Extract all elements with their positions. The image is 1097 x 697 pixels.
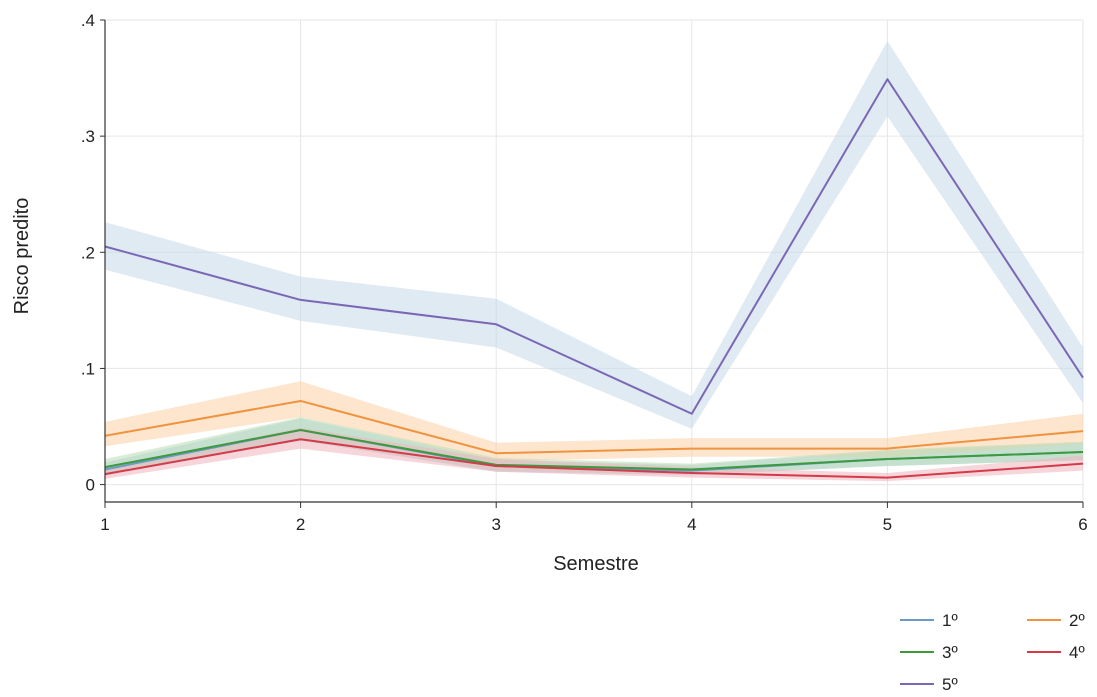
y-axis-title: Risco predito [11,198,33,315]
series-lines [104,78,1084,479]
y-tick-label: .1 [81,359,95,378]
y-tick-label: .4 [81,11,95,30]
y-tick-label: .3 [81,127,95,146]
x-tick-label: 5 [883,515,892,534]
confidence-band-series-3 [105,417,1083,475]
legend-label-2: 2º [1069,611,1085,630]
series-line-4 [104,438,1084,479]
axes: 0 .1 .2 .3 .4 1 2 3 4 5 6 [81,11,1088,534]
legend-label-5: 5º [942,675,958,694]
legend-label-3: 3º [942,643,958,662]
y-tick-label: 0 [86,476,95,495]
x-tick-label: 1 [100,515,109,534]
legend: 1º 2º 3º 4º 5º [900,611,1085,694]
series-line-2 [104,399,1084,455]
y-tick-label: .2 [81,243,95,262]
series-line-3 [104,428,1084,471]
x-tick-label: 2 [296,515,305,534]
x-tick-label: 4 [687,515,696,534]
legend-label-1: 1º [942,611,958,630]
x-axis-title: Semestre [553,553,639,575]
legend-label-4: 4º [1069,643,1085,662]
x-tick-label: 6 [1078,515,1087,534]
series-line-5 [104,78,1084,415]
confidence-band-series-2 [105,381,1083,462]
x-tick-label: 3 [491,515,500,534]
confidence-band-series-4 [105,427,1083,482]
confidence-band-series-5 [105,40,1083,429]
